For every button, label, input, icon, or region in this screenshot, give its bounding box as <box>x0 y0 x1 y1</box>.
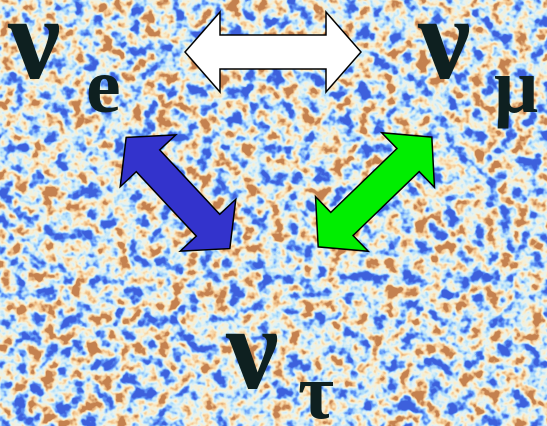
subscript: μ <box>494 42 538 129</box>
diagram: ν e ν μ ν τ <box>0 0 547 426</box>
symbol: ν <box>7 0 61 104</box>
subscript: τ <box>298 348 334 426</box>
subscript: e <box>86 42 121 129</box>
symbol: ν <box>225 283 279 414</box>
symbol: ν <box>417 0 471 104</box>
